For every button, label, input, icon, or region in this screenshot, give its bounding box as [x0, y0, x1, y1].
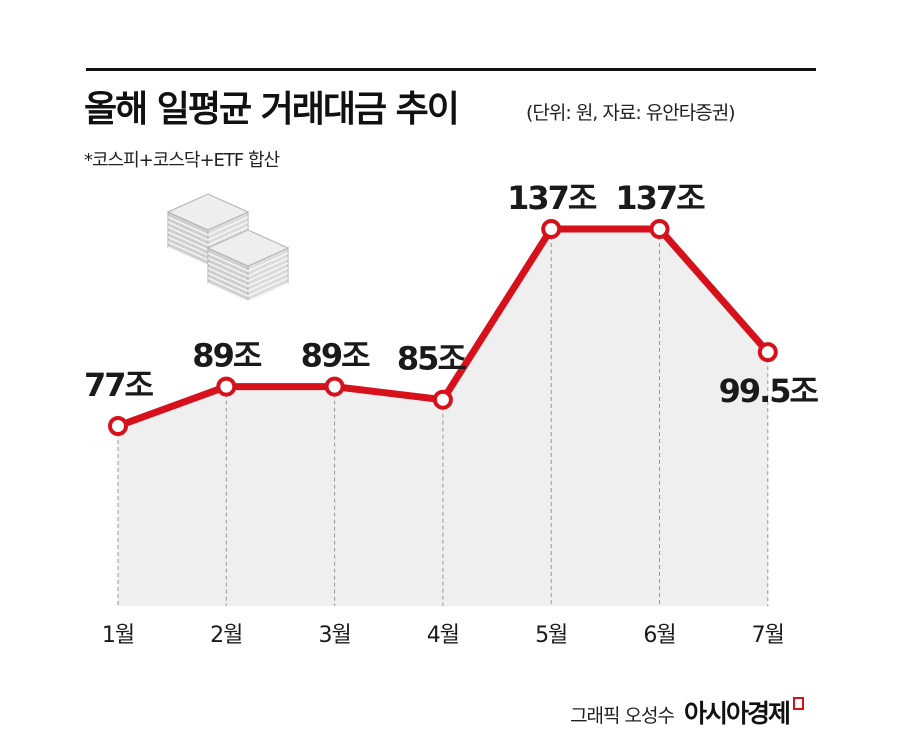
data-point [757, 342, 778, 363]
credit: 그래픽 오성수 아시아경제 [570, 694, 804, 730]
x-tick-label: 7월 [752, 623, 784, 648]
data-point [649, 219, 670, 239]
brand-mark-icon [793, 697, 804, 710]
data-label: 77조 [84, 366, 154, 404]
data-point [541, 219, 562, 239]
banknote-edge [207, 282, 289, 302]
x-tick-label: 4월 [427, 623, 459, 648]
top-rule [86, 68, 816, 71]
graphic-credit: 그래픽 오성수 [570, 705, 675, 727]
x-tick-label: 6월 [643, 623, 675, 648]
banknote-edge [207, 257, 289, 277]
data-label: 137조 [615, 179, 705, 217]
data-point [324, 376, 345, 397]
banknote-edge [207, 277, 289, 297]
x-tick-label: 3월 [318, 623, 350, 648]
x-tick-label: 5월 [535, 623, 567, 648]
brand-logo: 아시아경제 [683, 699, 791, 728]
banknote-edge [167, 216, 249, 236]
data-label: 99.5조 [719, 372, 819, 410]
sum-note: *코스피+코스닥+ETF 합산 [84, 150, 280, 171]
data-label: 85조 [397, 340, 467, 378]
banknote-edge [207, 252, 289, 272]
banknote-top [166, 193, 250, 231]
data-labels: 77조 89조 89조 85조 137조 137조 99.5조 [84, 179, 821, 410]
banknote-edge [207, 267, 289, 287]
banknote-edge [167, 221, 249, 241]
data-label: 89조 [192, 337, 262, 375]
drop-lines [117, 229, 769, 606]
banknote-edge [167, 226, 249, 246]
data-label: 89조 [301, 337, 371, 375]
x-tick-labels: 1월 2월 3월 4월 5월 6월 7월 [102, 623, 785, 648]
banknote-edge [207, 262, 289, 282]
unit-source-note: (단위: 원, 자료: 유안타증권) [526, 102, 736, 124]
stacked-banknotes-icon [166, 193, 290, 302]
chart-title: 올해 일평균 거래대금 추이 [84, 89, 460, 130]
data-point [432, 389, 453, 410]
banknote-top [206, 229, 290, 267]
data-points [108, 219, 778, 436]
data-point [216, 376, 237, 397]
data-point [108, 416, 128, 436]
data-label: 137조 [507, 179, 597, 217]
x-tick-label: 1월 [102, 623, 134, 648]
banknote-edge [207, 272, 289, 292]
x-tick-label: 2월 [210, 623, 242, 648]
